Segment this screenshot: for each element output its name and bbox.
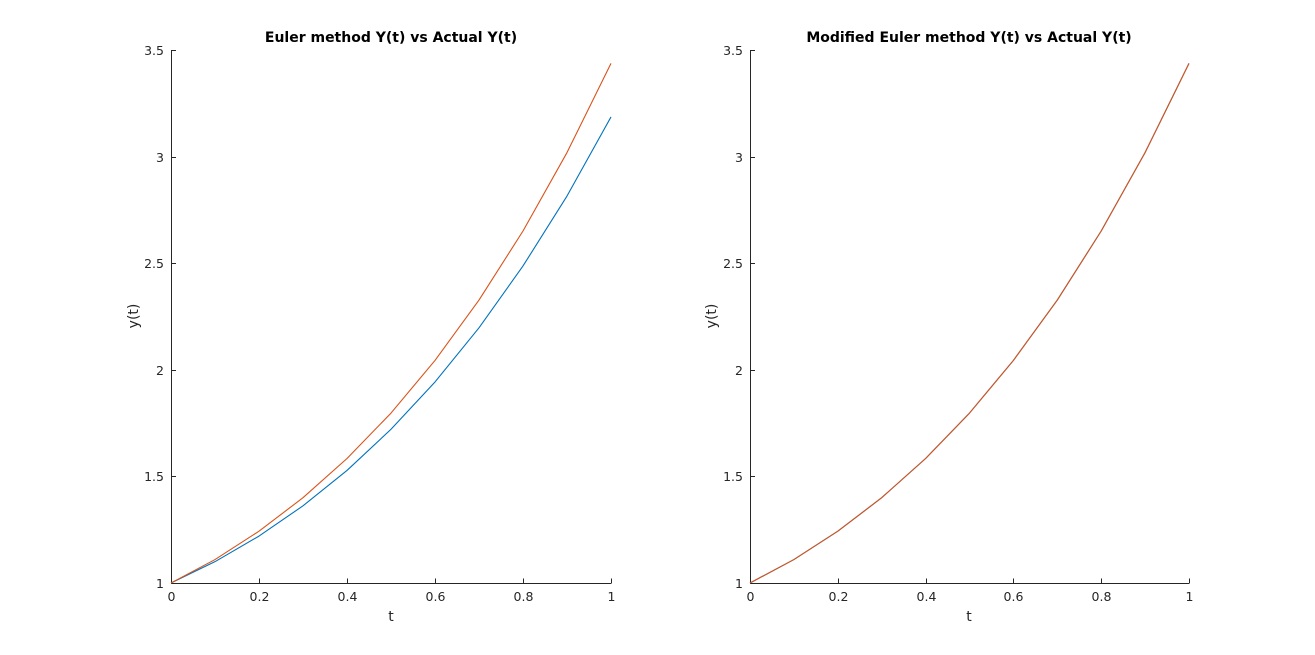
series-line-1 [170, 116, 612, 584]
y-tick-label: 1.5 [723, 469, 743, 484]
x-tick-label: 1 [608, 589, 616, 604]
x-tick-label: 0.8 [514, 589, 534, 604]
y-tick-label: 2.5 [723, 256, 743, 271]
euler-chart: Euler method Y(t) vs Actual Y(t) t y(t) … [126, 30, 615, 625]
y-tick-label: 3.5 [144, 43, 164, 58]
chart-title: Euler method Y(t) vs Actual Y(t) [265, 30, 517, 46]
x-ticks: 0 0.2 0.4 0.6 0.8 1 [747, 578, 1194, 604]
x-tick-label: 0.4 [917, 589, 937, 604]
series-group [749, 63, 1190, 584]
x-tick-label: 0.2 [250, 589, 270, 604]
y-tick-label: 2 [735, 363, 743, 378]
series-line-2 [749, 63, 1190, 584]
y-tick-label: 3 [156, 150, 164, 165]
x-axis-label: t [966, 609, 972, 625]
y-tick-label: 1 [156, 576, 164, 591]
x-tick-label: 0.8 [1092, 589, 1112, 604]
x-tick-label: 0 [747, 589, 755, 604]
y-axis-label: y(t) [126, 304, 142, 329]
x-tick-label: 0 [168, 589, 176, 604]
y-tick-label: 3 [735, 150, 743, 165]
series-line-2 [170, 63, 612, 584]
y-tick-label: 2 [156, 363, 164, 378]
x-axis-label: t [388, 609, 394, 625]
y-tick-label: 1.5 [144, 469, 164, 484]
modified-euler-chart: Modified Euler method Y(t) vs Actual Y(t… [704, 30, 1193, 625]
y-tick-label: 3.5 [723, 43, 743, 58]
y-ticks: 1 1.5 2 2.5 3 3.5 [144, 43, 176, 591]
x-tick-label: 0.2 [829, 589, 849, 604]
y-axis-label: y(t) [704, 304, 720, 329]
y-tick-label: 2.5 [144, 256, 164, 271]
x-tick-label: 0.4 [338, 589, 358, 604]
chart-title: Modified Euler method Y(t) vs Actual Y(t… [806, 30, 1131, 46]
x-tick-label: 0.6 [426, 589, 446, 604]
x-tick-label: 0.6 [1004, 589, 1024, 604]
series-group [170, 63, 612, 584]
x-tick-label: 1 [1186, 589, 1194, 604]
y-tick-label: 1 [735, 576, 743, 591]
x-ticks: 0 0.2 0.4 0.6 0.8 1 [168, 578, 616, 604]
